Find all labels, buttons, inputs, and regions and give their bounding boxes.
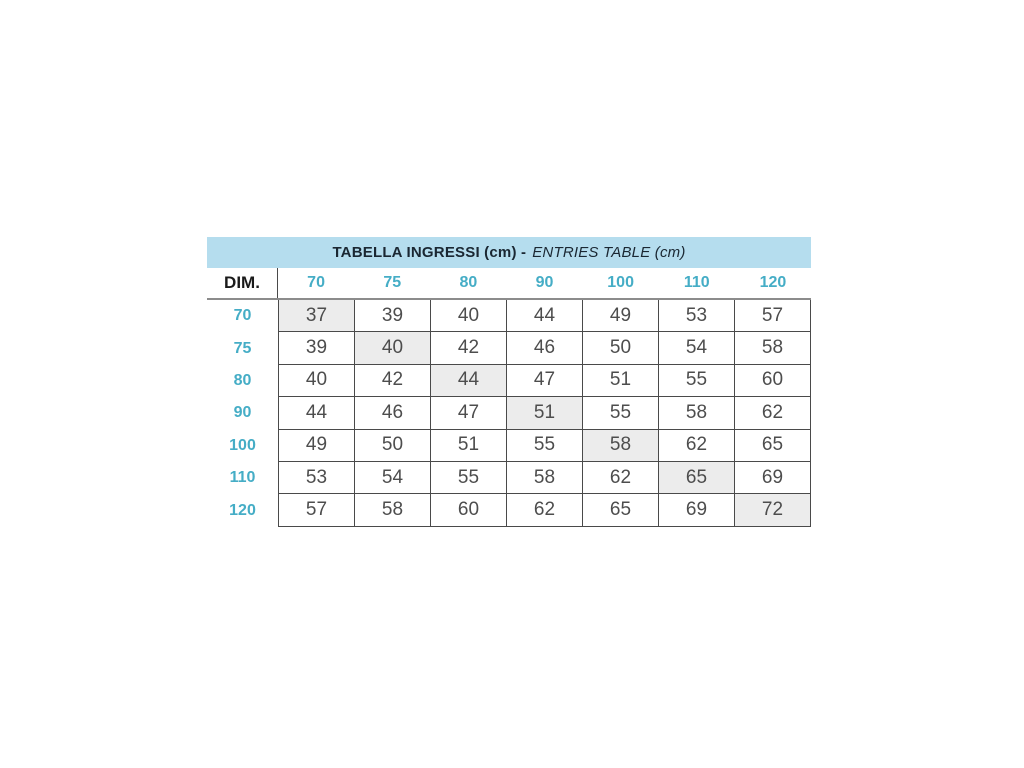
table-title-main: TABELLA INGRESSI (cm) - (332, 244, 527, 261)
table-cell: 42 (355, 364, 431, 398)
column-header-90: 90 (535, 274, 554, 291)
column-header-70: 70 (307, 274, 325, 291)
header-row: DIM. 70 75 80 90 100 110 120 (207, 268, 811, 300)
table-cell: 54 (355, 461, 431, 495)
table-cell: 55 (507, 429, 583, 462)
table-row-80: 80 40 42 44 47 51 55 60 (207, 364, 811, 398)
table-cell: 72 (735, 494, 811, 527)
table-cell: 50 (355, 429, 431, 462)
table-cell: 44 (278, 397, 355, 430)
table-cell: 39 (278, 332, 355, 365)
table-cell: 62 (735, 397, 811, 430)
table-cell: 58 (355, 494, 431, 527)
table-cell: 40 (355, 332, 431, 365)
table-cell: 49 (583, 300, 659, 333)
table-cell: 50 (583, 332, 659, 365)
table-cell: 44 (507, 300, 583, 333)
table-cell: 46 (507, 332, 583, 365)
table-cell: 60 (735, 364, 811, 398)
table-cell: 40 (278, 364, 355, 398)
row-header-70: 70 (233, 307, 252, 325)
table-row-120: 120 57 58 60 62 65 69 72 (207, 494, 811, 527)
table-title-bar: TABELLA INGRESSI (cm) - ENTRIES TABLE (c… (207, 237, 811, 268)
table-cell: 69 (659, 494, 735, 527)
row-header-80: 80 (233, 371, 252, 389)
table-cell: 58 (583, 429, 659, 462)
table-cell: 55 (583, 397, 659, 430)
table-cell: 58 (507, 461, 583, 495)
row-header-100: 100 (229, 436, 256, 454)
table-cell: 47 (507, 364, 583, 398)
table-cell: 55 (431, 461, 507, 495)
table-cell: 42 (431, 332, 507, 365)
table-cell: 40 (431, 300, 507, 333)
table-cell: 54 (659, 332, 735, 365)
table-cell: 57 (735, 300, 811, 333)
table-cell: 46 (355, 397, 431, 430)
table-cell: 51 (507, 397, 583, 430)
table-cell: 47 (431, 397, 507, 430)
table-cell: 53 (278, 461, 355, 495)
table-row-100: 100 49 50 51 55 58 62 65 (207, 429, 811, 462)
table-cell: 62 (583, 461, 659, 495)
entries-size-table: TABELLA INGRESSI (cm) - ENTRIES TABLE (c… (207, 237, 811, 527)
column-header-80: 80 (459, 274, 478, 291)
table-cell: 55 (659, 364, 735, 398)
table-cell: 65 (583, 494, 659, 527)
table-cell: 49 (278, 429, 355, 462)
row-header-75: 75 (233, 339, 252, 357)
column-header-75: 75 (383, 274, 402, 291)
table-cell: 44 (431, 364, 507, 398)
table-cell: 65 (735, 429, 811, 462)
table-cell: 60 (431, 494, 507, 527)
table-row-75: 75 39 40 42 46 50 54 58 (207, 332, 811, 365)
table-cell: 65 (659, 461, 735, 495)
corner-header-dim: DIM. (207, 268, 278, 298)
table-cell: 53 (659, 300, 735, 333)
table-title-translation: ENTRIES TABLE (cm) (532, 244, 686, 261)
table-cell: 39 (355, 300, 431, 333)
table-cell: 62 (659, 429, 735, 462)
table-cell: 58 (659, 397, 735, 430)
table-cell: 51 (431, 429, 507, 462)
column-header-100: 100 (607, 274, 634, 291)
table-cell: 51 (583, 364, 659, 398)
table-row-110: 110 53 54 55 58 62 65 69 (207, 461, 811, 495)
column-header-120: 120 (759, 274, 787, 291)
table-row-70: 70 37 39 40 44 49 53 57 (207, 300, 811, 333)
row-header-110: 110 (229, 469, 256, 487)
table-cell: 69 (735, 461, 811, 495)
table-cell: 37 (278, 300, 355, 333)
column-header-110: 110 (683, 274, 710, 291)
row-header-120: 120 (229, 501, 256, 519)
row-header-90: 90 (233, 404, 252, 422)
table-cell: 62 (507, 494, 583, 527)
table-row-90: 90 44 46 47 51 55 58 62 (207, 397, 811, 430)
table-cell: 57 (278, 494, 355, 527)
table-cell: 58 (735, 332, 811, 365)
